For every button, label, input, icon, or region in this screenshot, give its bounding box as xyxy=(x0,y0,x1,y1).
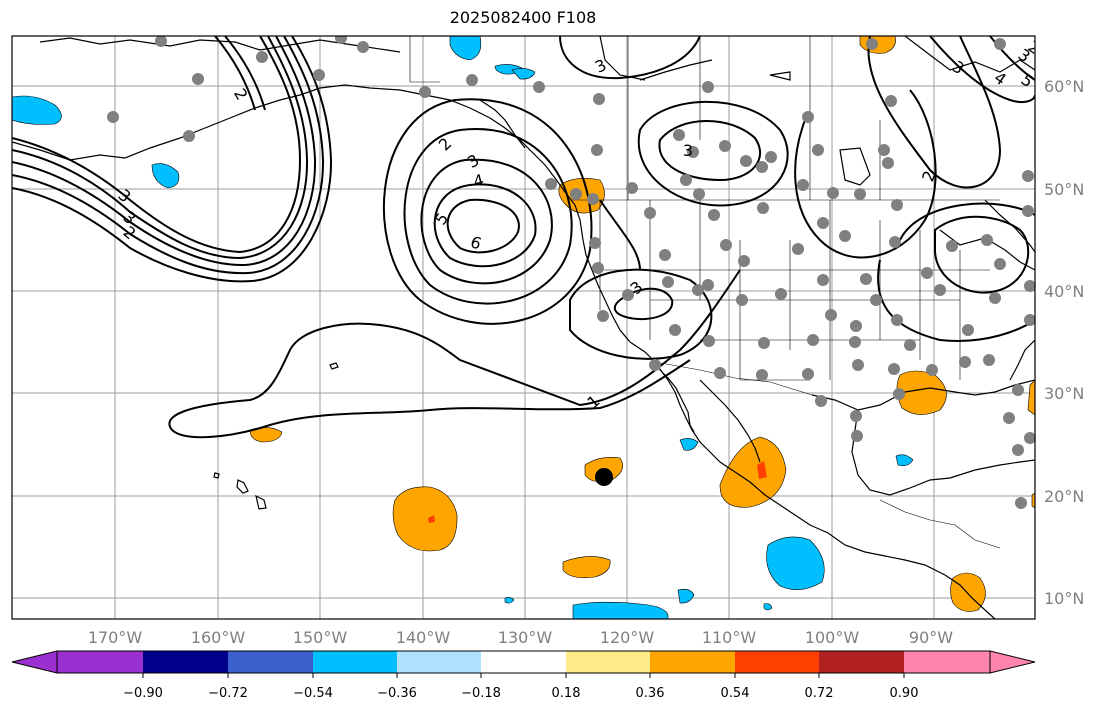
contour-label: 3 xyxy=(683,141,693,160)
longitude-label: 90°W xyxy=(909,628,953,647)
colorbar-tick-label: −0.72 xyxy=(208,686,248,701)
latitude-labels: 60°N 50°N 40°N 30°N 20°N 10°N xyxy=(1044,77,1084,608)
colorbar-tick-label: 0.90 xyxy=(890,686,919,701)
colorbar-tick-label: 0.54 xyxy=(721,686,750,701)
colorbar-segment xyxy=(57,651,143,673)
map-frame xyxy=(11,35,1036,620)
height-contours xyxy=(12,36,1035,439)
latitude-label: 40°N xyxy=(1044,282,1084,301)
colorbar-tick-label: 0.36 xyxy=(636,686,665,701)
latitude-label: 10°N xyxy=(1044,589,1084,608)
station-dots xyxy=(107,36,1035,509)
longitude-label: 120°W xyxy=(600,628,655,647)
colorbar-extend-min xyxy=(11,650,58,674)
political-borders xyxy=(409,36,1001,549)
colorbar-segment xyxy=(735,651,819,673)
colorbar-segment xyxy=(819,651,904,673)
colorbar-segment xyxy=(228,651,313,673)
longitude-label: 160°W xyxy=(191,628,246,647)
map-title: 2025082400 F108 xyxy=(449,8,597,27)
storm-position-marker xyxy=(595,468,613,486)
latitude-label: 50°N xyxy=(1044,180,1084,199)
contour-label: 2 xyxy=(1025,37,1044,58)
longitude-label: 140°W xyxy=(396,628,451,647)
colorbar-extend-max xyxy=(989,650,1036,674)
contour-label: 4 xyxy=(471,170,486,191)
colorbar-segment xyxy=(397,651,481,673)
colorbar-segment xyxy=(566,651,650,673)
latitude-label: 20°N xyxy=(1044,487,1084,506)
latitude-label: 30°N xyxy=(1044,384,1084,403)
colorbar-tick-label: −0.36 xyxy=(377,686,417,701)
longitude-label: 110°W xyxy=(702,628,757,647)
colorbar: −0.90 −0.72 −0.54 −0.36 −0.18 0.18 0.36 … xyxy=(11,650,1036,701)
longitude-label: 150°W xyxy=(293,628,348,647)
map-panel: 2 3 4 5 6 3 2 3 1 3 3 4 5 3 2 3 2 3 2 xyxy=(12,36,1044,619)
colorbar-tick-label: −0.90 xyxy=(123,686,163,701)
colorbar-segment xyxy=(904,651,990,673)
longitude-label: 170°W xyxy=(88,628,143,647)
colorbar-tick-label: 0.72 xyxy=(805,686,834,701)
colorbar-segment xyxy=(650,651,735,673)
longitude-label: 100°W xyxy=(805,628,860,647)
shaded-anomaly-areas xyxy=(12,36,1035,619)
colorbar-tick-label: −0.54 xyxy=(293,686,333,701)
longitude-label: 130°W xyxy=(498,628,553,647)
latitude-label: 60°N xyxy=(1044,77,1084,96)
colorbar-tick-label: 0.18 xyxy=(552,686,581,701)
longitude-labels: 170°W 160°W 150°W 140°W 130°W 120°W 110°… xyxy=(88,628,953,647)
colorbar-segment xyxy=(481,651,566,673)
colorbar-segment xyxy=(313,651,397,673)
colorbar-segment xyxy=(143,651,228,673)
colorbar-frame xyxy=(56,650,991,674)
colorbar-tick-label: −0.18 xyxy=(461,686,501,701)
